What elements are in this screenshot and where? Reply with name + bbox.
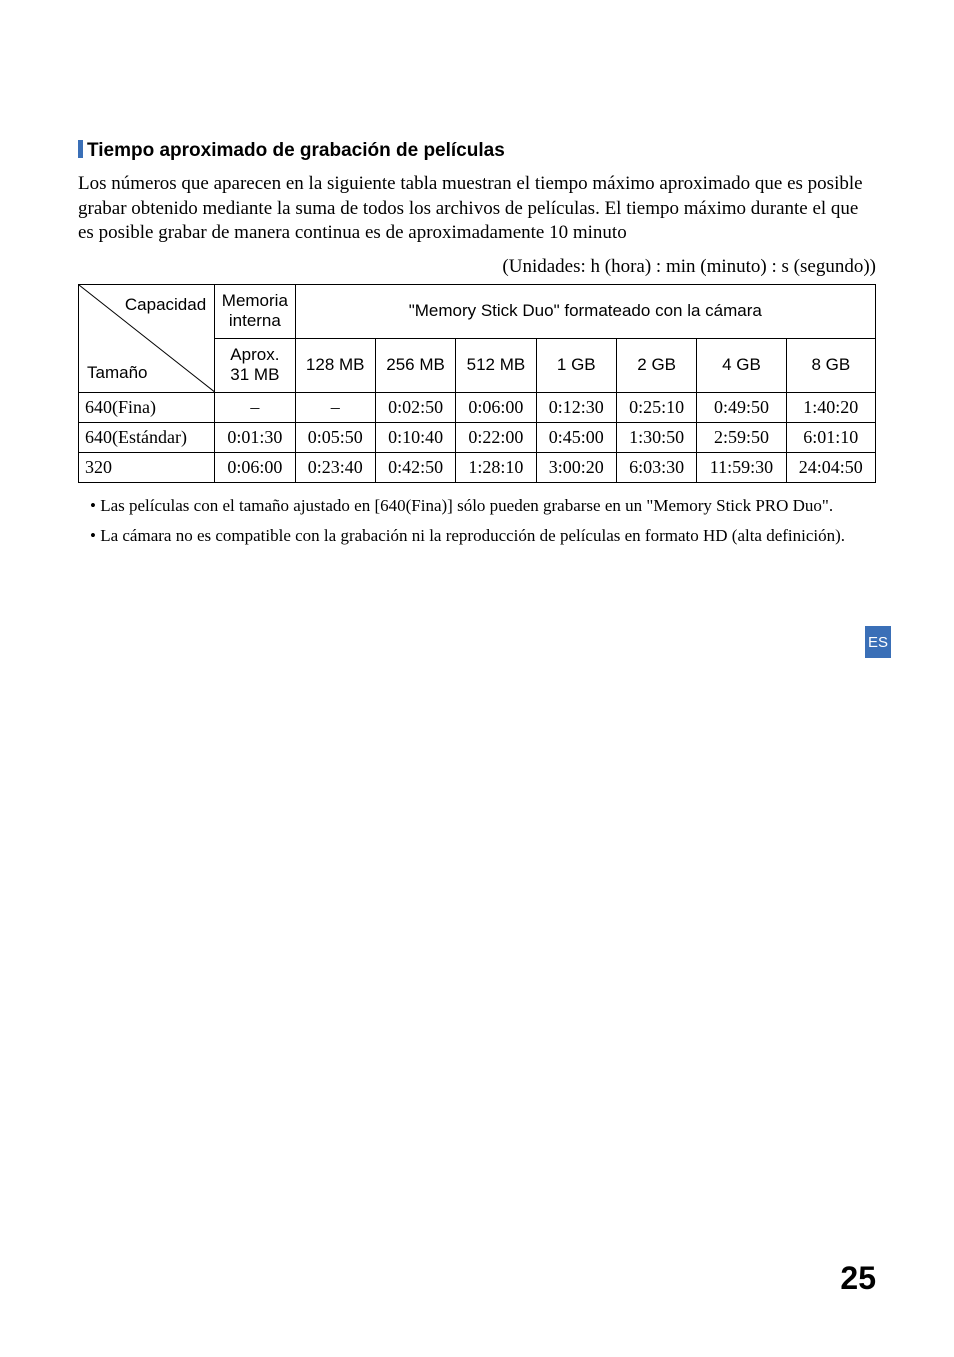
cell: 0:12:30 <box>536 392 616 422</box>
diag-bottom-label: Tamaño <box>87 363 147 383</box>
cell: 0:05:50 <box>295 422 375 452</box>
cell: 11:59:30 <box>697 452 786 482</box>
cell: 0:45:00 <box>536 422 616 452</box>
cell: 0:06:00 <box>456 392 536 422</box>
capacity-header: 4 GB <box>697 338 786 392</box>
language-tab-label: ES <box>868 634 888 651</box>
cell: 1:40:20 <box>786 392 875 422</box>
cell: 0:10:40 <box>375 422 455 452</box>
heading-text: Tiempo aproximado de grabación de pelícu… <box>87 140 505 161</box>
cell: 1:28:10 <box>456 452 536 482</box>
capacity-header: 8 GB <box>786 338 875 392</box>
note-item: Las películas con el tamaño ajustado en … <box>78 495 876 517</box>
recording-time-table: Capacidad Tamaño Memoria interna "Memory… <box>78 284 876 483</box>
internal-sub-header: Aprox. 31 MB <box>215 338 295 392</box>
heading-bar-icon <box>78 140 83 158</box>
language-tab: ES <box>865 626 891 658</box>
table-row: 640(Estándar) 0:01:30 0:05:50 0:10:40 0:… <box>79 422 876 452</box>
cell: 6:03:30 <box>616 452 696 482</box>
capacity-header: 2 GB <box>616 338 696 392</box>
cell: 3:00:20 <box>536 452 616 482</box>
row-label: 320 <box>79 452 215 482</box>
table-row: 320 0:06:00 0:23:40 0:42:50 1:28:10 3:00… <box>79 452 876 482</box>
cell: – <box>215 392 295 422</box>
section-heading: Tiempo aproximado de grabación de pelícu… <box>78 140 876 162</box>
intro-paragraph: Los números que aparecen en la siguiente… <box>78 172 876 246</box>
cell: 0:01:30 <box>215 422 295 452</box>
memory-stick-header: "Memory Stick Duo" formateado con la cám… <box>295 285 875 339</box>
page-content: Tiempo aproximado de grabación de pelícu… <box>0 0 954 547</box>
row-label: 640(Fina) <box>79 392 215 422</box>
cell: – <box>295 392 375 422</box>
cell: 24:04:50 <box>786 452 875 482</box>
internal-memory-header: Memoria interna <box>215 285 295 339</box>
cell: 0:02:50 <box>375 392 455 422</box>
table-row: 640(Fina) – – 0:02:50 0:06:00 0:12:30 0:… <box>79 392 876 422</box>
cell: 0:23:40 <box>295 452 375 482</box>
diag-top-label: Capacidad <box>125 295 206 315</box>
capacity-header: 256 MB <box>375 338 455 392</box>
cell: 0:42:50 <box>375 452 455 482</box>
cell: 2:59:50 <box>697 422 786 452</box>
cell: 0:22:00 <box>456 422 536 452</box>
note-item: La cámara no es compatible con la grabac… <box>78 525 876 547</box>
cell: 0:25:10 <box>616 392 696 422</box>
notes-list: Las películas con el tamaño ajustado en … <box>78 495 876 547</box>
table-header-row-1: Capacidad Tamaño Memoria interna "Memory… <box>79 285 876 339</box>
diagonal-header: Capacidad Tamaño <box>79 285 215 393</box>
cell: 1:30:50 <box>616 422 696 452</box>
capacity-header: 1 GB <box>536 338 616 392</box>
cell: 0:06:00 <box>215 452 295 482</box>
page-number: 25 <box>840 1260 876 1297</box>
cell: 0:49:50 <box>697 392 786 422</box>
row-label: 640(Estándar) <box>79 422 215 452</box>
capacity-header: 128 MB <box>295 338 375 392</box>
cell: 6:01:10 <box>786 422 875 452</box>
units-line: (Unidades: h (hora) : min (minuto) : s (… <box>78 256 876 278</box>
capacity-header: 512 MB <box>456 338 536 392</box>
